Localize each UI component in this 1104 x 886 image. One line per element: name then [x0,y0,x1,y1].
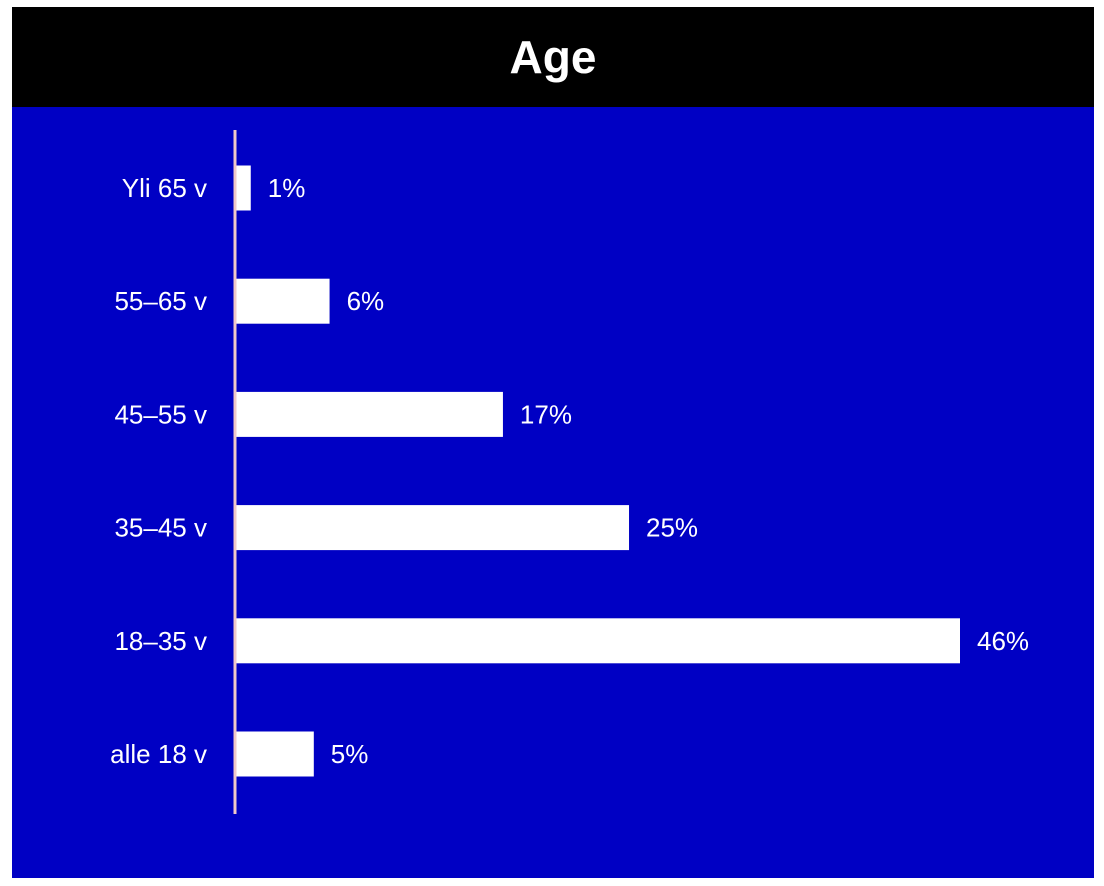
value-label: 6% [347,286,385,316]
bar-1 [235,278,330,324]
bar-5 [235,731,314,777]
category-label: Yli 65 v [122,173,207,203]
category-labels-group: Yli 65 v 55–65 v 45–55 v 35–45 v 18–35 v alle… [110,173,207,769]
chart-title: Age [509,31,597,83]
category-label: alle 18 v [110,739,207,769]
value-label: 5% [331,739,369,769]
value-labels-group: 1% 6% 17% 25% 46% 5% [268,173,1029,769]
chart-frame: Age [12,7,1094,878]
bars-group [235,165,960,777]
title-band: Age [12,7,1094,107]
bar-0 [235,165,251,211]
category-label: 35–45 v [114,513,207,543]
bar-2 [235,391,503,437]
value-label: 17% [520,399,572,429]
value-label: 46% [977,626,1029,656]
category-label: 55–65 v [114,286,207,316]
bar-4 [235,618,960,664]
value-label: 1% [268,173,306,203]
bar-3 [235,505,630,551]
value-label: 25% [646,513,698,543]
category-label: 45–55 v [114,399,207,429]
category-label: 18–35 v [114,626,207,656]
